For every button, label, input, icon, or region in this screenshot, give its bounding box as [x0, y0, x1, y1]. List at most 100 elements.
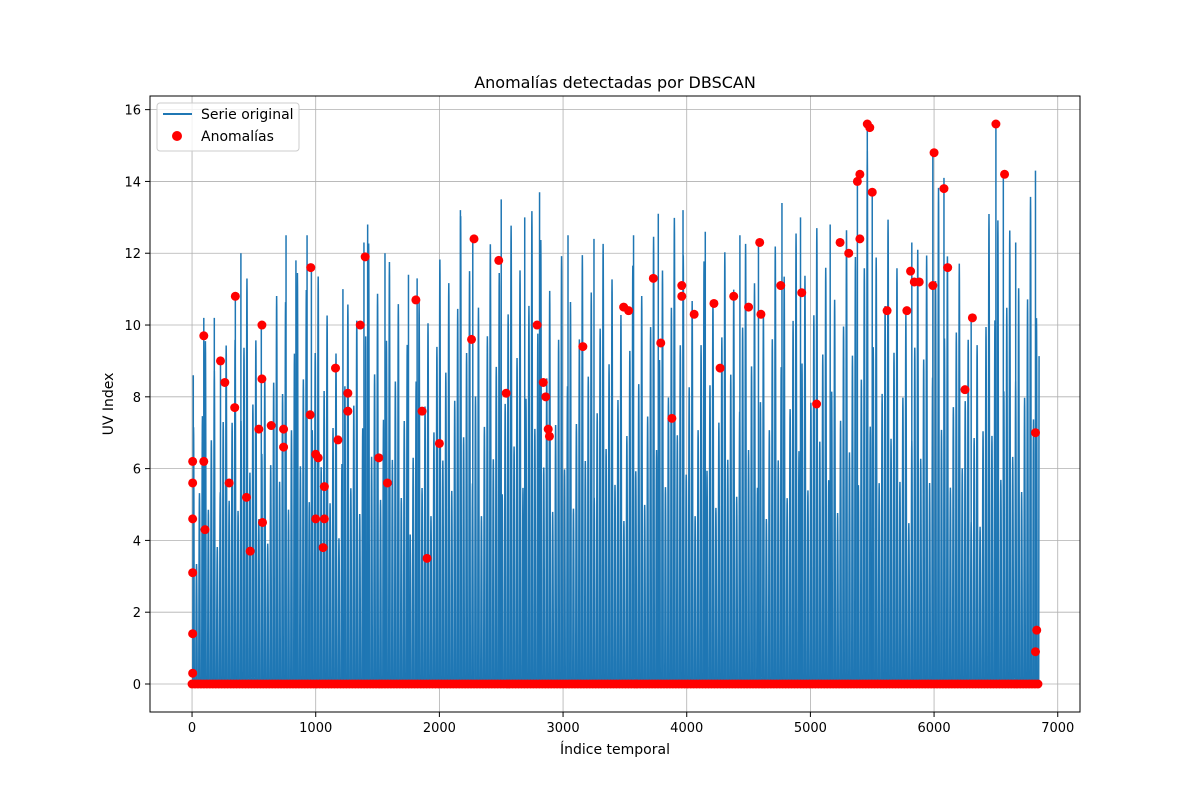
anomaly-point — [467, 334, 477, 344]
x-tick-label: 1000 — [299, 721, 332, 736]
legend-label-anomalias: Anomalías — [201, 129, 274, 145]
anomaly-point — [188, 629, 198, 639]
y-tick-label: 16 — [124, 104, 141, 119]
anomaly-point — [744, 302, 754, 312]
anomaly-point — [422, 553, 432, 563]
anomaly-point — [333, 435, 343, 445]
anomaly-point — [245, 546, 255, 556]
anomaly-point — [1030, 428, 1040, 438]
anomaly-point — [215, 356, 225, 366]
anomaly-point — [967, 313, 977, 323]
anomaly-point — [1032, 625, 1042, 635]
anomaly-point — [991, 119, 1001, 129]
x-tick-label: 7000 — [1041, 721, 1074, 736]
anomaly-point — [417, 406, 427, 416]
anomaly-point — [677, 281, 687, 291]
x-axis-ticks: 0 1000 2000 3000 4000 5000 6000 7000 — [188, 712, 1074, 736]
anomaly-point — [943, 263, 953, 273]
y-tick-label: 2 — [133, 606, 141, 621]
y-tick-label: 12 — [124, 247, 141, 262]
anomaly-point — [220, 377, 230, 387]
y-tick-label: 0 — [133, 678, 141, 693]
anomaly-point — [1000, 169, 1010, 179]
anomaly-points — [187, 119, 1043, 689]
anomaly-point — [343, 388, 353, 398]
anomaly-point — [797, 288, 807, 298]
anomaly-point — [677, 291, 687, 301]
anomaly-point — [469, 234, 479, 244]
anomaly-point — [709, 298, 719, 308]
anomaly-point — [776, 281, 786, 291]
y-tick-label: 6 — [133, 463, 141, 478]
anomaly-point — [501, 388, 511, 398]
anomaly-point — [258, 517, 268, 527]
x-tick-label: 2000 — [423, 721, 456, 736]
anomaly-point — [867, 187, 877, 197]
x-axis-label: Índice temporal — [560, 741, 670, 758]
anomaly-point — [224, 478, 234, 488]
anomaly-point — [928, 281, 938, 291]
anomaly-point — [382, 478, 392, 488]
y-axis-ticks: 0 2 4 6 8 10 12 14 16 — [124, 104, 150, 693]
anomaly-point — [230, 403, 240, 413]
anomaly-point — [343, 406, 353, 416]
anomaly-point — [882, 306, 892, 316]
anomaly-point — [188, 456, 198, 466]
anomaly-point — [578, 342, 588, 352]
anomaly-point — [656, 338, 666, 348]
anomaly-point — [729, 291, 739, 301]
anomaly-point — [689, 309, 699, 319]
anomaly-point — [914, 277, 924, 287]
x-tick-label: 3000 — [547, 721, 580, 736]
anomaly-point — [855, 234, 865, 244]
y-axis-label: UV Index — [101, 373, 117, 436]
anomaly-point — [929, 148, 939, 158]
anomaly-point — [434, 438, 444, 448]
anomaly-point — [254, 424, 264, 434]
anomaly-point — [355, 320, 365, 330]
anomaly-point — [360, 252, 370, 262]
anomaly-point — [812, 399, 822, 409]
anomaly-point — [648, 273, 658, 283]
anomaly-point — [960, 385, 970, 395]
x-tick-label: 0 — [188, 721, 196, 736]
anomaly-point — [199, 456, 209, 466]
anomaly-point — [188, 568, 198, 578]
anomaly-point — [411, 295, 421, 305]
anomaly-point — [715, 363, 725, 373]
y-tick-label: 8 — [133, 391, 141, 406]
y-tick-label: 4 — [133, 534, 141, 549]
chart-title: Anomalías detectadas por DBSCAN — [474, 73, 756, 92]
anomaly-point — [756, 309, 766, 319]
legend-box — [156, 102, 300, 152]
anomaly-point-baseline — [1033, 679, 1043, 689]
anomaly-point — [319, 482, 329, 492]
anomaly-point — [543, 424, 553, 434]
anomaly-point — [494, 255, 504, 265]
plot-frame — [149, 95, 1081, 713]
anomaly-point — [279, 424, 289, 434]
anomaly-point — [266, 421, 276, 431]
x-tick-label: 5000 — [794, 721, 827, 736]
x-tick-label: 6000 — [918, 721, 951, 736]
anomaly-point — [541, 392, 551, 402]
anomaly-point — [538, 377, 548, 387]
x-tick-label: 4000 — [670, 721, 703, 736]
anomaly-point — [939, 184, 949, 194]
anomaly-point — [544, 431, 554, 441]
legend: Serie original Anomalías — [156, 102, 300, 152]
legend-marker-anomalias — [172, 131, 182, 141]
anomaly-point — [199, 331, 209, 341]
anomaly-point — [311, 514, 321, 524]
anomaly-point — [319, 514, 329, 524]
anomaly-point — [257, 320, 267, 330]
legend-label-serie-original: Serie original — [201, 107, 294, 123]
anomaly-point — [667, 413, 677, 423]
y-tick-label: 14 — [124, 175, 141, 190]
anomaly-point — [865, 123, 875, 133]
anomaly-point — [624, 306, 634, 316]
anomaly-point — [374, 453, 384, 463]
anomaly-point — [230, 291, 240, 301]
anomaly-point — [855, 169, 865, 179]
